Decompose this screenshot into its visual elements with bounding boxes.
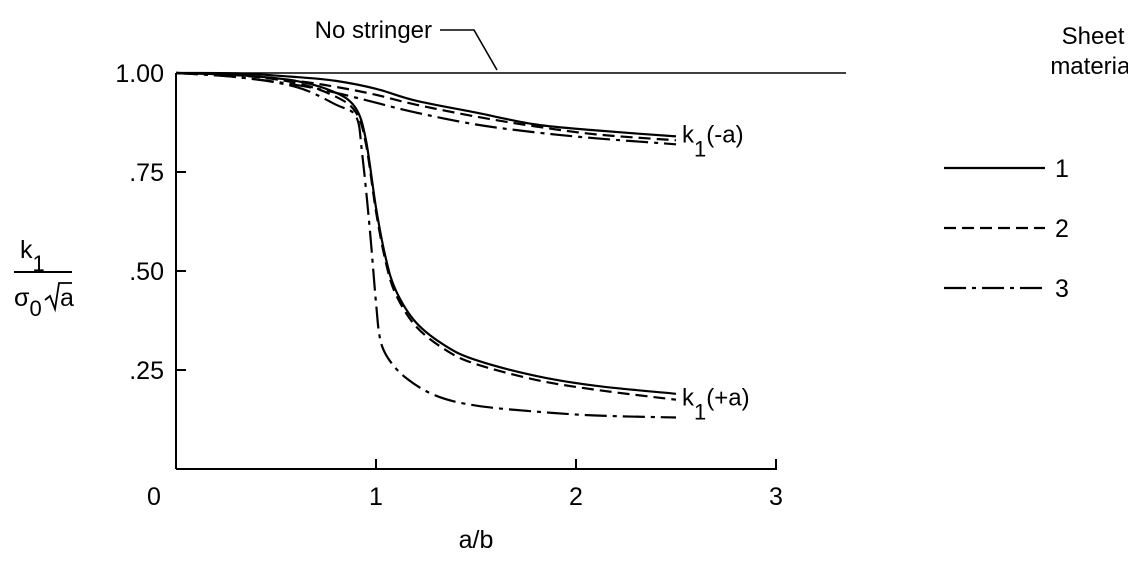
- legend-items: 1 2 3: [944, 155, 1069, 303]
- x-axis-label: a/b: [459, 526, 494, 554]
- curve-labels: k1(-a) k1(+a): [682, 121, 750, 424]
- legend-title-line-1: Sheet: [1062, 23, 1125, 50]
- y-tick-label: .25: [129, 357, 164, 385]
- series-group: [175, 71, 677, 419]
- y-tick-label: 1.00: [115, 60, 164, 88]
- legend-label-2: 2: [1055, 215, 1069, 243]
- no-stringer-label: No stringer: [315, 17, 432, 44]
- series-line-minus-material-1: [175, 71, 677, 138]
- legend-title-line-2: material: [1050, 53, 1128, 80]
- legend-label-1: 1: [1055, 155, 1069, 183]
- series-line-plus-material-2: [175, 71, 677, 401]
- y-tick-label: .75: [129, 159, 164, 187]
- y-label-denominator: σ0: [14, 284, 42, 321]
- curve-label-plus: k1(+a): [682, 385, 750, 425]
- x-tick-label: 0: [147, 483, 161, 511]
- y-axis-label: k1 σ0 a: [14, 236, 74, 321]
- curve-label-minus: k1(-a): [682, 121, 744, 161]
- no-stringer-leader: [440, 29, 498, 71]
- legend: Sheet material 1 2 3: [944, 23, 1128, 303]
- y-label-numerator: k1: [20, 236, 45, 276]
- x-tick-label: 2: [569, 483, 583, 511]
- reference-line-group: No stringer: [176, 17, 846, 74]
- legend-label-3: 3: [1055, 275, 1069, 303]
- series-line-minus-material-3: [175, 71, 677, 146]
- y-tick-label: .50: [129, 258, 164, 286]
- series-line-plus-material-1: [175, 71, 677, 395]
- x-tick-label: 1: [369, 483, 383, 511]
- x-tick-label: 3: [769, 483, 783, 511]
- sqrt-sign: [44, 282, 72, 313]
- series-line-plus-material-3: [175, 71, 677, 419]
- ticks: 0 1 2 3 .25 .50 .75 1.00: [115, 60, 783, 511]
- y-label-radicand: a: [60, 284, 74, 312]
